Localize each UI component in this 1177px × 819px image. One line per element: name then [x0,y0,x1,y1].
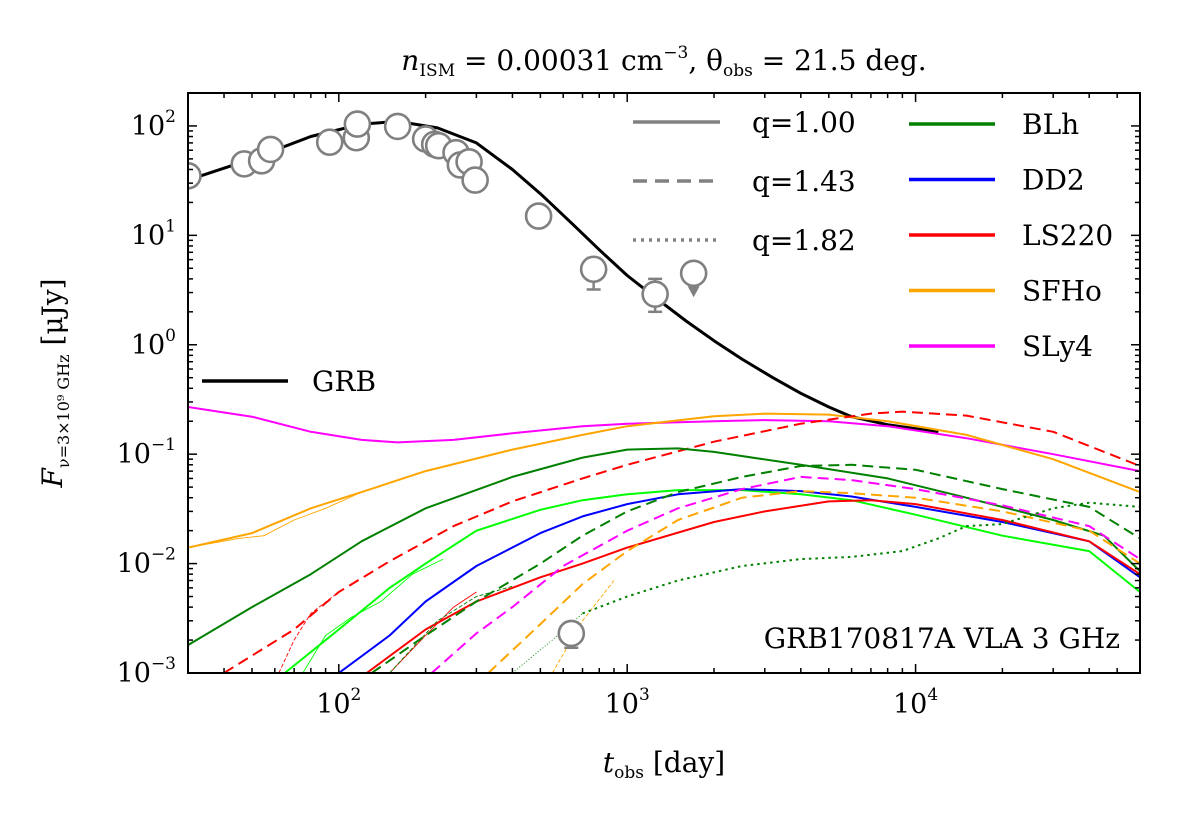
legend-label: DD2 [1022,164,1085,197]
model-curve-6 [188,447,1140,646]
observation-point [524,202,553,230]
legend-grb: GRB [202,365,376,398]
legend-label: LS220 [1022,219,1113,252]
observation-point [383,112,412,141]
model-curve-1 [188,406,1140,473]
legend-label: SLy4 [1022,330,1093,363]
plot-frame [187,92,1141,674]
observation-point [557,619,586,650]
model-curve-3 [188,470,426,549]
model-curve-16 [551,580,615,673]
observation-point [461,166,489,194]
model-curve-4 [223,410,1140,673]
observation-point [579,255,608,291]
model-curve-10 [366,499,1140,673]
legend-models: BLh DD2 LS220 SFHo SLy4 [909,108,1113,363]
observation-point [256,135,285,164]
x-tick-label: 103 [605,685,650,720]
observation-point [343,110,372,138]
y-tick-label: 10−1 [117,435,176,470]
x-tick-label: 102 [316,685,361,720]
y-tick-label: 10−2 [117,545,176,580]
legend-label: BLh [1022,108,1079,141]
chart-title: nISM = 0.00031 cm−3, θobs = 21.5 deg. [401,43,926,81]
model-curve-15 [487,490,1140,673]
legend-label: SFHo [1022,275,1102,308]
chart-annotation: GRB170817A VLA 3 GHz [764,622,1120,655]
model-curve-12 [371,463,1140,673]
legend-label: q=1.00 [752,106,856,139]
observations-layer [188,110,708,650]
model-curve-7 [284,489,1140,673]
model-curve-13 [389,585,513,673]
model-curve-9 [338,488,1140,673]
observation-point [315,128,344,157]
legend-label: q=1.43 [752,165,856,198]
y-tick-label: 100 [131,326,176,361]
observation-point [641,277,669,314]
tick-layer: 102 103 104 10−3 10−2 10−1 100 101 102 [117,92,1141,720]
model-curve-11 [389,591,477,673]
y-tick-label: 102 [131,107,176,142]
series-layer [188,119,1140,673]
y-axis-label: Fν=3×10⁹ GHz [μJy] [36,278,73,488]
model-curve-14 [431,475,1140,673]
legend-label: GRB [312,365,376,398]
model-curve-2 [188,412,1140,549]
observation-point [679,259,708,298]
y-tick-label: 101 [131,216,176,251]
x-axis-label: tobs [day] [603,746,725,783]
model-curve-8 [302,558,444,673]
y-tick-label: 10−3 [117,654,176,689]
x-tick-label: 104 [893,685,938,720]
legend-linestyle: q=1.00 q=1.43 q=1.82 [633,106,856,257]
legend-label: q=1.82 [752,224,856,257]
model-curve-17 [582,501,1140,615]
model-curve-5 [278,591,340,673]
